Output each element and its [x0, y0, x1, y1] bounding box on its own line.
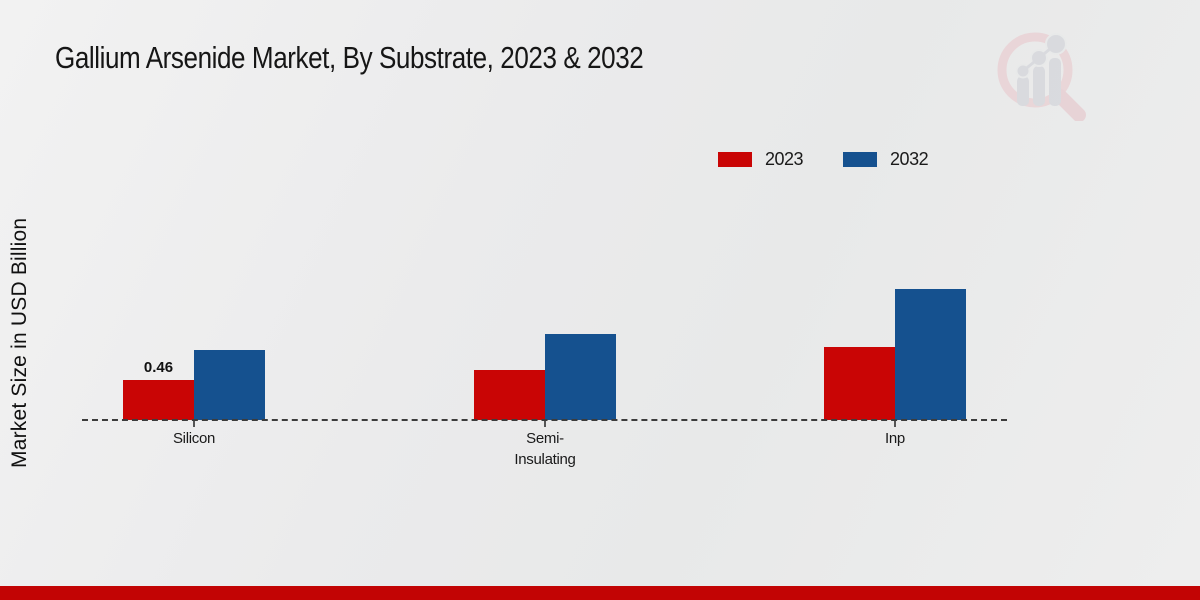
y-axis-label: Market Size in USD Billion [8, 217, 31, 468]
bar-value-label: 0.46 [143, 359, 174, 376]
legend-item-2032: 2032 [843, 149, 929, 170]
category-label: Silicon [172, 430, 216, 447]
watermark-icon [997, 32, 1086, 122]
legend-label-2023: 2023 [765, 149, 804, 169]
bar-2023-semiinsulating [474, 370, 545, 420]
x-axis-tick [193, 421, 195, 427]
x-axis-tick [544, 421, 546, 427]
bar-2032-semiinsulating [545, 334, 616, 420]
legend-label-2032: 2032 [890, 149, 929, 169]
chart-title: Gallium Arsenide Market, By Substrate, 2… [55, 40, 644, 75]
magnifier-bar-chart-logo [993, 26, 1093, 122]
legend-item-2023: 2023 [718, 149, 804, 170]
footer-red-band [0, 586, 1200, 600]
category-label: Semi- Insulating [514, 430, 576, 468]
legend-swatch-2023 [718, 152, 752, 167]
bar-2032-inp [895, 289, 966, 420]
x-axis-line [82, 419, 1007, 421]
bar-2023-inp [824, 347, 895, 420]
x-axis-tick [894, 421, 896, 427]
bar-2023-silicon [123, 380, 194, 420]
category-label: Inp [885, 430, 905, 447]
bar-2032-silicon [194, 350, 265, 420]
legend: 2023 2032 [718, 149, 929, 170]
legend-swatch-2032 [843, 152, 878, 167]
